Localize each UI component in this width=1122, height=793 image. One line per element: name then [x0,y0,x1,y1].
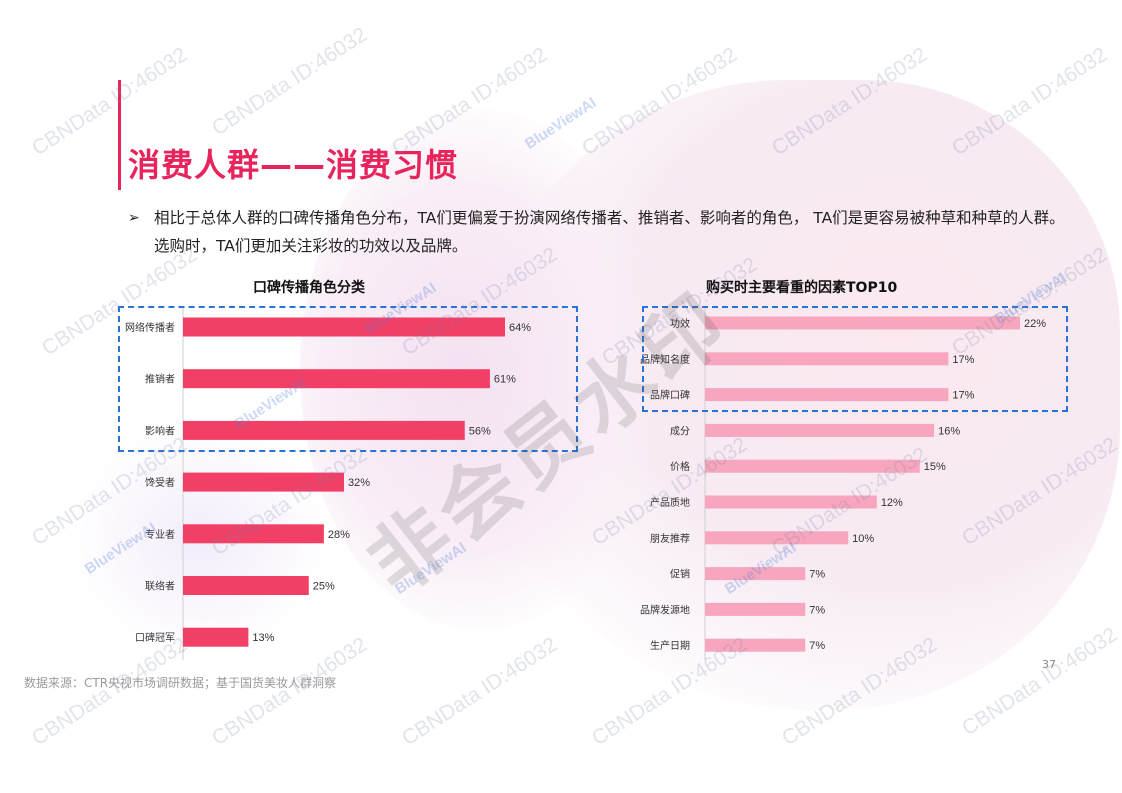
summary-bullet: ➢ 相比于总体人群的口碑传播角色分布，TA们更偏爱于扮演网络传播者、推销者、影响… [128,204,1068,260]
value-label: 22% [1024,318,1046,330]
category-label: 品牌知名度 [640,353,690,366]
bar [705,459,920,473]
category-label: 成分 [670,425,690,437]
value-label: 7% [809,640,825,652]
category-label: 馋受者 [145,476,175,489]
bar [183,627,249,647]
bar [705,567,806,581]
category-label: 影响者 [145,424,175,437]
bar [705,388,949,402]
value-label: 15% [924,461,946,473]
category-label: 促销 [670,568,690,581]
page-title: 消费人群——消费习惯 [128,146,459,184]
category-label: 网络传播者 [125,321,175,334]
data-source: 数据来源：CTR央视市场调研数据；基于国货美妆人群洞察 [24,676,337,690]
value-label: 10% [852,533,874,545]
category-label: 联络者 [145,580,175,593]
value-label: 17% [952,390,974,402]
bar [705,495,877,509]
category-label: 推销者 [145,373,175,386]
value-label: 16% [938,425,960,437]
bar [183,576,309,595]
summary-text: 相比于总体人群的口碑传播角色分布，TA们更偏爱于扮演网络传播者、推销者、影响者的… [154,209,1065,255]
left-chart-title: 口碑传播角色分类 [253,280,365,296]
value-label: 7% [809,604,825,616]
category-label: 品牌发源地 [640,603,690,616]
category-label: 口碑冠军 [135,631,175,644]
value-label: 56% [469,425,491,437]
category-label: 产品质地 [650,496,690,509]
category-label: 价格 [670,460,690,473]
value-label: 13% [252,632,274,644]
value-label: 12% [881,497,903,509]
category-label: 生产日期 [650,639,690,652]
value-label: 64% [509,322,531,334]
category-label: 功效 [670,317,690,330]
highlight-box-right [642,306,1068,412]
bar [705,638,806,652]
value-label: 17% [952,354,974,366]
bar [183,524,324,544]
bar [183,369,490,389]
category-label: 朋友推荐 [650,532,690,545]
bar [705,316,1020,330]
value-label: 28% [328,529,350,541]
title-accent-bar [118,80,121,190]
value-label: 32% [348,477,370,489]
value-label: 61% [494,374,516,386]
bar [705,531,849,545]
bar [705,602,806,616]
right-bar-chart: 功效 22% 品牌知名度 17% 品牌口碑 17% 成分 16% 价格 15% 产品质地 12% 朋友推… [640,308,1046,660]
value-label: 25% [313,581,335,593]
page-number: 37 [1042,658,1056,671]
bar [705,352,949,366]
bar [183,472,344,492]
bar [705,423,935,437]
left-bar-chart: 网络传播者 64% 推销者 61% 影响者 56% 馋受者 32% 专业者 28% 联络者 25% 口碑… [125,308,531,660]
bar [183,317,505,337]
bar [183,420,465,440]
category-label: 专业者 [145,528,175,541]
arrow-bullet-icon: ➢ [128,210,140,226]
highlight-box-left [118,306,578,452]
right-chart-title: 购买时主要看重的因素TOP10 [706,280,898,296]
value-label: 7% [809,569,825,581]
category-label: 品牌口碑 [650,389,690,402]
